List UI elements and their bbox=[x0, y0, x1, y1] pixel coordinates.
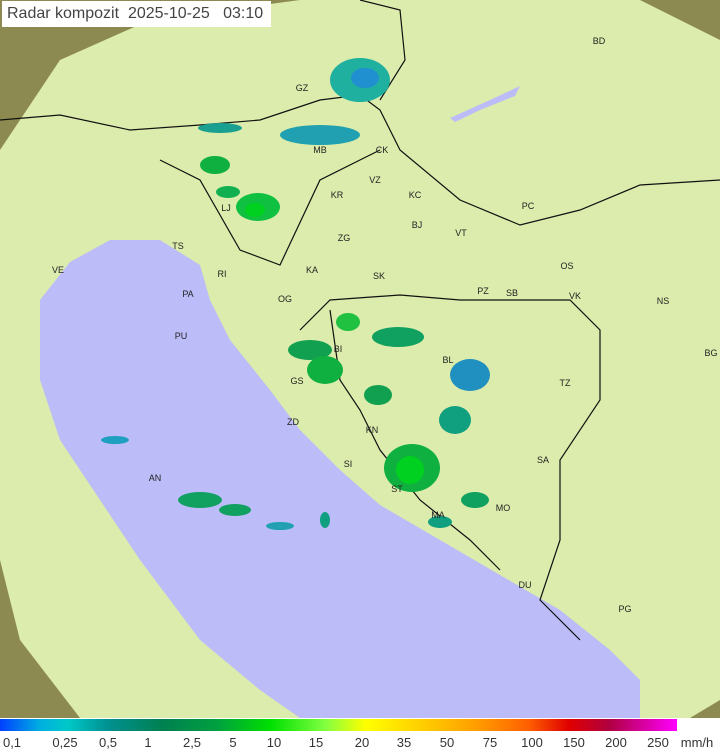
colorbar-tick-label: 150 bbox=[563, 735, 585, 750]
legend-unit: mm/h bbox=[680, 735, 714, 750]
city-label-os: OS bbox=[560, 261, 574, 271]
colorbar-tick-label: 20 bbox=[354, 735, 370, 750]
colorbar-tick-label: 200 bbox=[605, 735, 627, 750]
city-label-vk: VK bbox=[568, 291, 582, 301]
city-label-bd: BD bbox=[592, 36, 606, 46]
colorbar-tick-label: 10 bbox=[266, 735, 282, 750]
radar-map bbox=[0, 0, 720, 718]
city-label-gz: GZ bbox=[295, 83, 309, 93]
city-label-bj: BJ bbox=[411, 220, 423, 230]
colorbar-tick-label: 100 bbox=[521, 735, 543, 750]
city-label-ri: RI bbox=[217, 269, 227, 279]
precipitation-colorbar bbox=[0, 719, 677, 731]
city-label-kr: KR bbox=[330, 190, 344, 200]
city-label-ns: NS bbox=[656, 296, 670, 306]
radar-echoes bbox=[101, 58, 490, 530]
city-label-pc: PC bbox=[521, 201, 535, 211]
colorbar-tick-label: 35 bbox=[396, 735, 412, 750]
city-label-du: DU bbox=[518, 580, 532, 590]
city-label-ts: TS bbox=[172, 241, 184, 251]
title-date: 2025-10-25 bbox=[127, 5, 210, 22]
colorbar-tick-label: 50 bbox=[439, 735, 455, 750]
city-label-pu: PU bbox=[174, 331, 188, 341]
colorbar-tick-label: 250 bbox=[647, 735, 669, 750]
colorbar-tick-label: 15 bbox=[308, 735, 324, 750]
city-label-ka: KA bbox=[305, 265, 319, 275]
colorbar-tick-label: 1 bbox=[144, 735, 152, 750]
city-label-an: AN bbox=[148, 473, 162, 483]
city-label-bl: BL bbox=[442, 355, 454, 365]
city-label-pa: PA bbox=[182, 289, 194, 299]
city-label-gs: GS bbox=[290, 376, 304, 386]
colorbar-tick-label: 2,5 bbox=[182, 735, 202, 750]
city-label-si: SI bbox=[343, 459, 353, 469]
colorbar-tick-label: 0,5 bbox=[98, 735, 118, 750]
city-label-ma: MA bbox=[431, 510, 445, 520]
country-borders bbox=[0, 0, 720, 641]
colorbar-tick-label: 0,25 bbox=[52, 735, 78, 750]
city-label-mo: MO bbox=[495, 503, 511, 513]
city-label-pz: PZ bbox=[477, 286, 489, 296]
city-label-bg: BG bbox=[704, 348, 718, 358]
city-label-sa: SA bbox=[536, 455, 550, 465]
city-label-pg: PG bbox=[618, 604, 632, 614]
city-label-vz: VZ bbox=[369, 175, 381, 185]
city-label-mb: MB bbox=[313, 145, 327, 155]
city-label-zd: ZD bbox=[287, 417, 299, 427]
map-title: Radar kompozit 2025-10-25 03:10 bbox=[2, 1, 272, 27]
colorbar-tick-label: 0,1 bbox=[2, 735, 22, 750]
city-label-ve: VE bbox=[51, 265, 65, 275]
title-label: Radar kompozit bbox=[7, 5, 120, 22]
city-label-ck: CK bbox=[375, 145, 389, 155]
city-label-zg: ZG bbox=[337, 233, 351, 243]
city-label-sb: SB bbox=[505, 288, 519, 298]
city-label-st: ST bbox=[391, 484, 403, 494]
city-label-bi: BI bbox=[333, 344, 343, 354]
city-label-sk: SK bbox=[372, 271, 386, 281]
colorbar-tick-label: 5 bbox=[229, 735, 237, 750]
city-label-lj: LJ bbox=[221, 203, 231, 213]
city-label-tz: TZ bbox=[559, 378, 571, 388]
city-label-og: OG bbox=[277, 294, 293, 304]
city-label-kc: KC bbox=[408, 190, 422, 200]
adriatic-sea bbox=[40, 240, 640, 718]
colorbar-tick-label: 75 bbox=[482, 735, 498, 750]
city-label-kn: KN bbox=[365, 425, 379, 435]
city-label-vt: VT bbox=[455, 228, 467, 238]
title-time: 03:10 bbox=[223, 5, 264, 22]
lake-balaton bbox=[450, 86, 520, 122]
